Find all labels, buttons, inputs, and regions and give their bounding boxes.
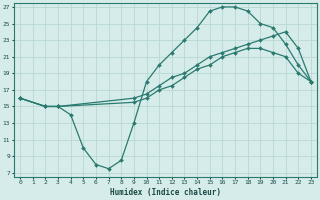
X-axis label: Humidex (Indice chaleur): Humidex (Indice chaleur): [110, 188, 221, 197]
